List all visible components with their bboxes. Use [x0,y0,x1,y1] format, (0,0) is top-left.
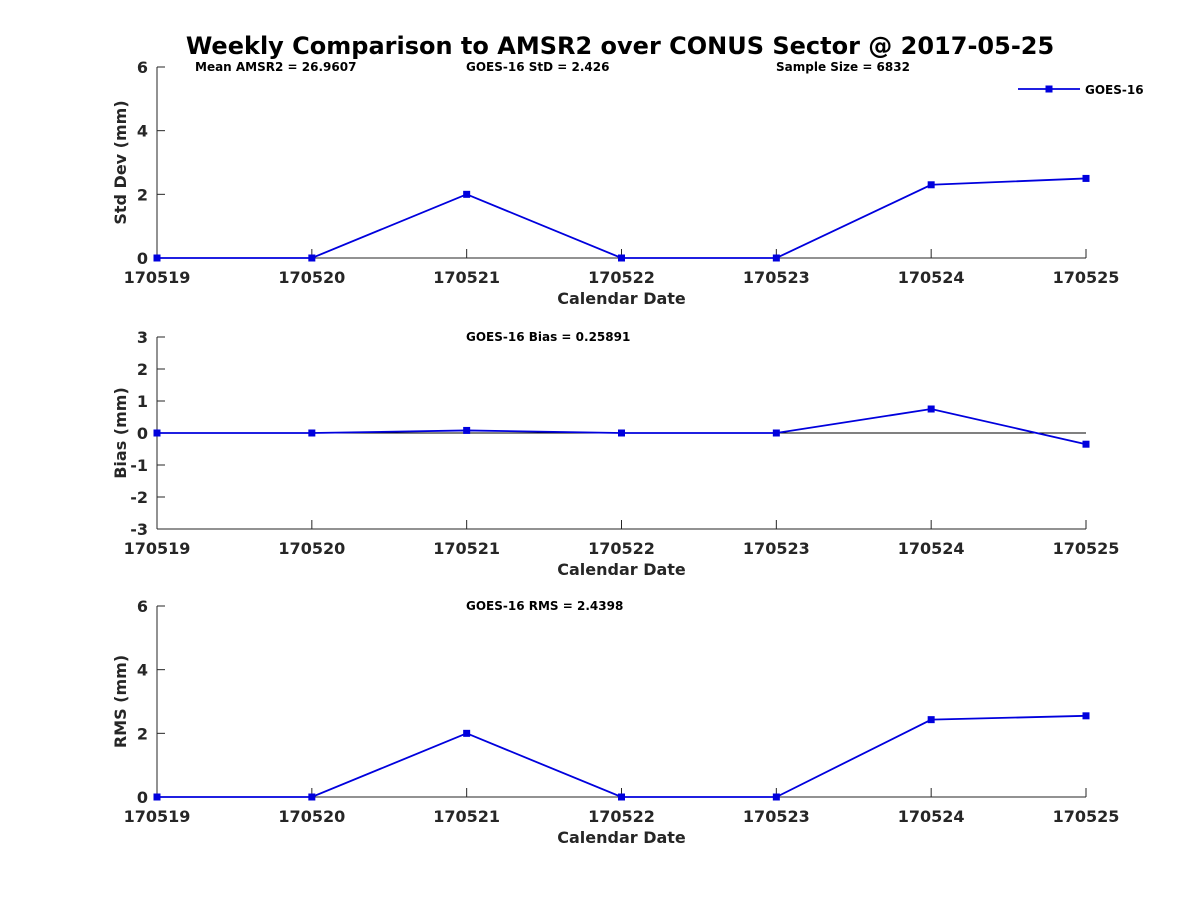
data-point [772,429,780,437]
data-point [772,254,780,262]
data-point [772,793,780,801]
data-point [1082,712,1090,720]
x-tick-label: 170525 [1053,539,1120,558]
y-tick-label: 4 [137,122,148,141]
y-tick-label: 2 [137,724,148,743]
y-tick-label: -2 [130,488,148,507]
legend-marker [1045,85,1053,93]
data-point [618,254,625,262]
data-point [308,429,316,437]
data-point [1082,174,1090,182]
y-tick-label: -1 [130,456,148,475]
x-tick-label: 170525 [1053,807,1120,826]
y-axis-label: Bias (mm) [111,387,130,479]
y-axis-label: Std Dev (mm) [111,100,130,224]
x-tick-label: 170519 [124,807,191,826]
data-point [153,793,161,801]
data-point [463,729,471,737]
panel-3: 0 2 4 6 170519 170520 170521 170522 170523 170524… [111,597,1119,847]
legend-label: GOES-16 [1085,83,1144,97]
y-tick-label: 1 [137,392,148,411]
legend: GOES-16 [1018,83,1144,97]
x-tick-label: 170519 [124,268,191,287]
series-line-goes-16 [157,177,1087,259]
data-point [927,181,935,189]
annotation: Sample Size = 6832 [776,60,910,74]
figure-title: Weekly Comparison to AMSR2 over CONUS Se… [186,32,1054,60]
y-axis-label: RMS (mm) [111,655,130,748]
y-tick-label: 6 [137,58,148,77]
y-tick-label: 0 [137,788,148,807]
annotation: Mean AMSR2 = 26.9607 [195,60,356,74]
panel-2: -3 -2 -1 0 1 2 3 170519 170520 170521 170522 170523… [111,328,1119,579]
panel-1: 0 2 4 6 170519 170520 170521 170522 170523 170524… [111,58,1144,308]
data-point [618,429,625,437]
x-tick-label: 170520 [278,268,345,287]
data-point [308,793,316,801]
x-tick-label: 170520 [278,807,345,826]
y-tick-label: 4 [137,661,148,680]
x-tick-label: 170523 [743,268,810,287]
y-tick-label: 0 [137,424,148,443]
x-axis-label: Calendar Date [557,289,686,308]
x-tick-label: 170522 [588,268,655,287]
x-tick-label: 170524 [898,807,965,826]
x-tick-label: 170523 [743,807,810,826]
series-line-goes-16 [157,408,1087,446]
x-tick-label: 170522 [588,539,655,558]
annotation: GOES-16 StD = 2.426 [466,60,609,74]
x-tick-label: 170521 [433,539,500,558]
x-tick-label: 170521 [433,268,500,287]
x-tick-label: 170523 [743,539,810,558]
y-tick-label: 3 [137,328,148,347]
chart-panels: 0 2 4 6 170519 170520 170521 170522 170523 170524… [111,58,1144,847]
x-tick-label: 170524 [898,539,965,558]
data-point [153,429,161,437]
y-tick-label: 0 [137,249,148,268]
annotation: GOES-16 Bias = 0.25891 [466,330,630,344]
annotation: GOES-16 RMS = 2.4398 [466,599,623,613]
data-point [463,190,471,198]
data-point [927,716,935,724]
x-tick-label: 170521 [433,807,500,826]
x-tick-label: 170520 [278,539,345,558]
x-tick-label: 170522 [588,807,655,826]
y-tick-label: 2 [137,185,148,204]
series-line-goes-16 [157,714,1087,798]
y-tick-label: 2 [137,360,148,379]
y-tick-label: 6 [137,597,148,616]
x-tick-label: 170519 [124,539,191,558]
y-tick-label: -3 [130,520,148,539]
data-point [927,405,935,413]
data-point [153,254,161,262]
data-point [308,254,316,262]
data-point [618,793,625,801]
data-point [463,426,471,434]
data-point [1082,440,1090,448]
x-tick-label: 170524 [898,268,965,287]
x-tick-label: 170525 [1053,268,1120,287]
x-axis-label: Calendar Date [557,828,686,847]
x-axis-label: Calendar Date [557,560,686,579]
